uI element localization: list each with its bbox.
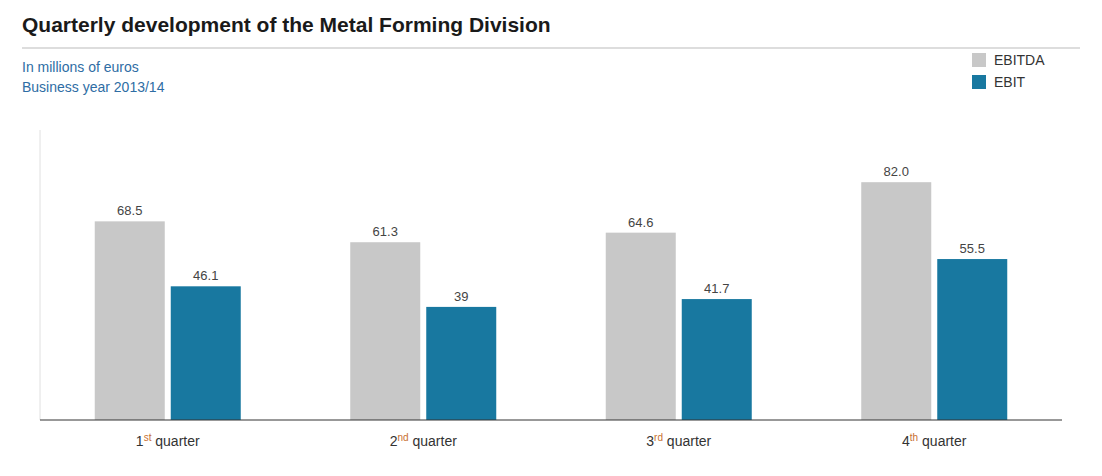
data-label: 82.0 [884, 164, 909, 179]
bar [171, 286, 241, 420]
chart-svg: Quarterly development of the Metal Formi… [0, 0, 1102, 476]
legend-swatch [972, 75, 986, 89]
legend: EBITDA EBIT [972, 52, 1045, 90]
data-label: 55.5 [960, 241, 985, 256]
bar [861, 182, 931, 420]
legend-swatch [972, 53, 986, 67]
title: Quarterly development of the Metal Formi… [22, 13, 551, 36]
data-label: 61.3 [373, 224, 398, 239]
chart-container: Quarterly development of the Metal Formi… [0, 0, 1102, 476]
subtitle: Business year 2013/14 [22, 79, 165, 95]
bar [350, 242, 420, 420]
x-tick-label: 1st quarter [136, 432, 200, 450]
x-tick-label: 2nd quarter [390, 432, 458, 450]
data-label: 46.1 [193, 268, 218, 283]
x-tick-label: 3rd quarter [646, 432, 711, 450]
data-label: 68.5 [117, 203, 142, 218]
bar [95, 221, 165, 420]
subtitle: In millions of euros [22, 59, 139, 75]
bar [426, 307, 496, 420]
legend-label: EBIT [994, 74, 1026, 90]
bar [606, 233, 676, 420]
bar [937, 259, 1007, 420]
data-label: 39 [454, 289, 468, 304]
background [0, 0, 1102, 476]
data-labels: 68.5 61.3 64.6 82.0 46.1 39 41.7 55.5 [117, 164, 985, 304]
x-axis-line [40, 420, 1062, 421]
bars [95, 182, 1008, 420]
x-tick-label: 4th quarter [902, 432, 967, 450]
y-axis-line [40, 130, 41, 420]
legend-label: EBITDA [994, 52, 1045, 68]
data-label: 64.6 [628, 215, 653, 230]
data-label: 41.7 [704, 281, 729, 296]
header-rule [22, 48, 1080, 49]
bar [682, 299, 752, 420]
